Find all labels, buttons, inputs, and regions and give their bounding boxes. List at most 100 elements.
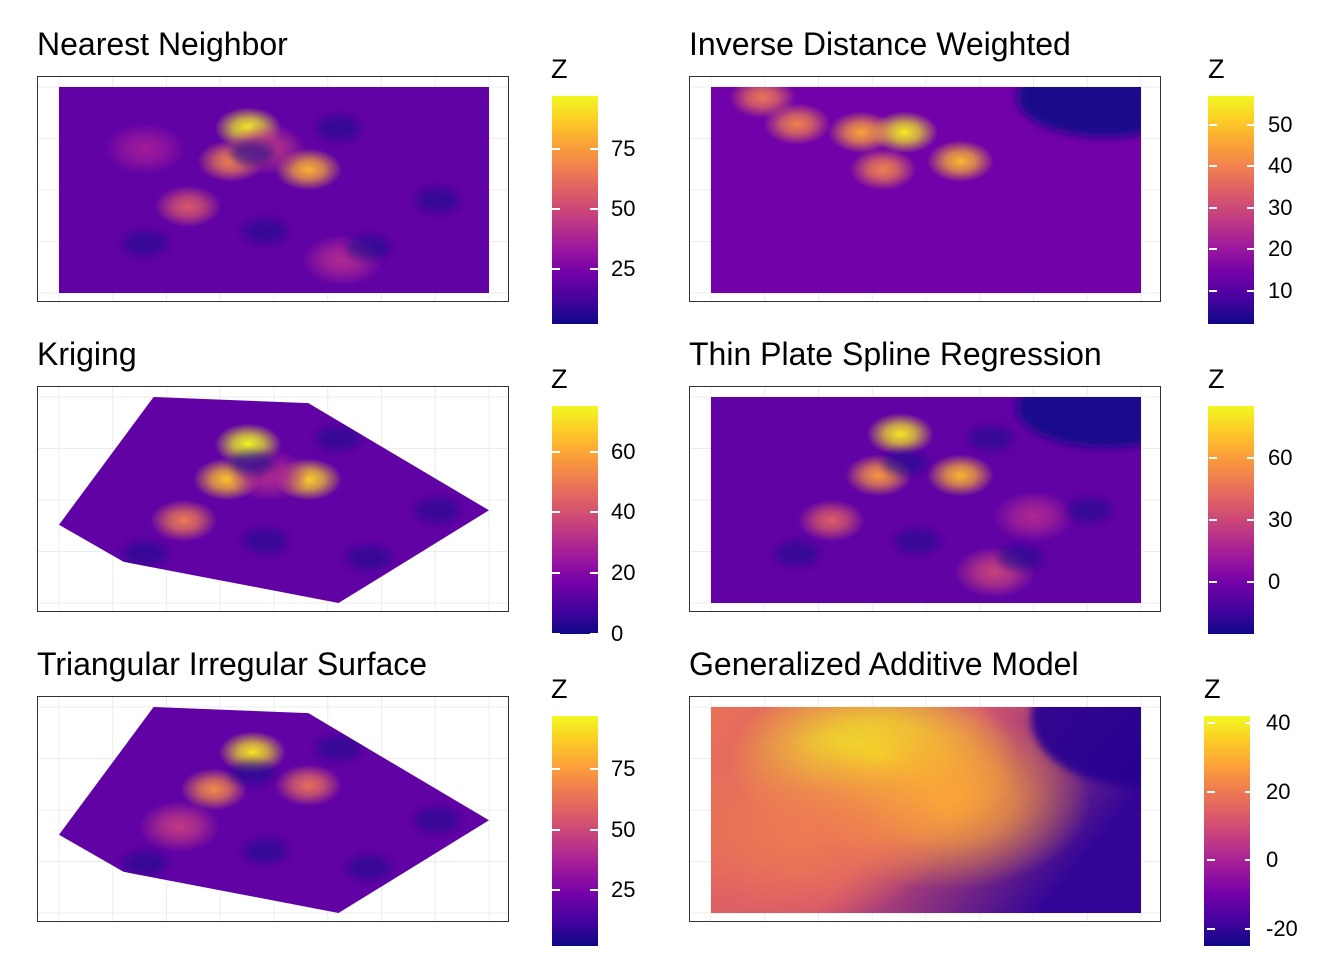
legend-tick-mark <box>1245 859 1253 862</box>
legend-title: Z <box>551 54 568 84</box>
legend-title: Z <box>1208 54 1225 84</box>
heatmap-hotspot <box>711 740 950 913</box>
heatmap-hotspot <box>992 490 1075 542</box>
plot-area <box>37 386 509 612</box>
legend-tick-mark <box>1247 165 1255 168</box>
legend-tick-mark <box>552 828 560 831</box>
colorbar <box>552 406 598 634</box>
chart-title: Thin Plate Spline Regression <box>689 336 1102 372</box>
legend-tick-mark <box>1209 289 1217 292</box>
heatmap-low <box>1016 87 1141 138</box>
heatmap-hotspot <box>138 800 221 852</box>
heatmap-low <box>123 541 167 566</box>
heatmap-low <box>775 541 819 566</box>
heatmap-hotspot <box>154 185 222 228</box>
heatmap-hotspot <box>926 454 994 497</box>
legend-title: Z <box>1204 674 1221 704</box>
heatmap-low <box>882 450 927 475</box>
heatmap-svg <box>38 387 508 611</box>
heatmap-low <box>998 545 1043 570</box>
heatmap-hotspot <box>926 140 994 183</box>
legend-tick-label: 25 <box>611 877 636 903</box>
heatmap-low <box>243 839 288 864</box>
legend-tick-label: 0 <box>1266 847 1279 873</box>
heatmap-svg <box>690 387 1160 611</box>
legend-tick-mark <box>1247 124 1255 127</box>
legend-tick-mark <box>590 450 598 453</box>
heatmap-low <box>123 231 167 256</box>
heatmap-low <box>316 116 361 141</box>
legend-tick-mark <box>552 450 560 453</box>
legend-tick-mark <box>590 889 598 892</box>
plot-area <box>689 386 1161 612</box>
legend-tick-mark <box>1209 124 1217 127</box>
legend-tick-label: 40 <box>1268 153 1293 179</box>
heatmap-low <box>346 855 391 880</box>
legend-tick-mark <box>552 207 560 210</box>
heatmap-hotspot <box>797 499 865 542</box>
legend-tick-mark <box>1207 721 1215 724</box>
heatmap-low <box>968 426 1013 451</box>
legend-tick-mark <box>1245 927 1253 930</box>
legend-tick-label: 75 <box>611 756 636 782</box>
legend-tick-label: 10 <box>1268 277 1293 303</box>
plot-area <box>689 76 1161 302</box>
legend-tick-label: 50 <box>611 816 636 842</box>
plot-area <box>689 696 1161 922</box>
legend-tick-label: 25 <box>611 255 636 281</box>
legend-tick-label: 40 <box>1266 709 1291 735</box>
legend-tick-mark <box>590 768 598 771</box>
legend-tick-label: -20 <box>1266 915 1298 941</box>
legend-tick-mark <box>590 267 598 270</box>
colorbar <box>1208 96 1254 324</box>
legend-title: Z <box>551 674 568 704</box>
legend-tick-mark <box>1209 456 1217 459</box>
legend-tick-mark <box>590 511 598 514</box>
legend-tick-mark <box>590 572 598 575</box>
plot-area <box>37 696 509 922</box>
heatmap-hotspot <box>849 148 917 191</box>
legend-tick-mark <box>1247 519 1255 521</box>
heatmap-low <box>415 188 460 213</box>
legend-tick-label: 0 <box>1268 569 1281 595</box>
legend-tick-mark <box>1245 790 1253 793</box>
legend-tick-mark <box>1247 456 1255 459</box>
legend-title: Z <box>551 364 568 394</box>
legend-tick-mark <box>1209 519 1217 521</box>
heatmap-low <box>415 498 460 523</box>
legend-tick-mark <box>1207 927 1215 930</box>
heatmap-low <box>1031 707 1141 788</box>
colorbar <box>552 716 598 946</box>
chart-title: Triangular Irregular Surface <box>37 646 428 682</box>
chart-title: Generalized Additive Model <box>689 646 1079 682</box>
heatmap-low <box>1016 397 1141 448</box>
heatmap-hotspot <box>729 87 797 119</box>
heatmap-low <box>346 545 391 570</box>
heatmap-hotspot <box>866 413 934 456</box>
legend-tick-label: 20 <box>611 560 636 586</box>
legend-tick-mark <box>1247 206 1255 209</box>
legend-tick-mark <box>552 768 560 771</box>
heatmap-low <box>230 450 275 475</box>
heatmap-low <box>415 808 460 833</box>
legend-tick-label: 0 <box>611 621 624 646</box>
legend-tick-mark <box>552 147 560 150</box>
heatmap-low <box>1067 498 1112 523</box>
legend-tick-mark <box>552 633 560 635</box>
colorbar <box>1204 716 1250 946</box>
legend-tick-mark <box>590 207 598 210</box>
legend-tick-label: 20 <box>1266 778 1291 804</box>
legend-tick-mark <box>1245 721 1253 724</box>
legend-tick-mark <box>1247 289 1255 292</box>
heatmap-hotspot <box>827 111 896 154</box>
heatmap-svg <box>38 697 508 921</box>
legend-tick-label: 60 <box>611 438 636 464</box>
heatmap-svg <box>690 77 1160 301</box>
legend-title: Z <box>1208 364 1225 394</box>
chart-title: Nearest Neighbor <box>37 26 288 62</box>
colorbar <box>552 96 598 324</box>
heatmap-low <box>316 426 361 451</box>
heatmap-low <box>230 140 275 165</box>
heatmap-hotspot <box>180 768 248 811</box>
legend-tick-mark <box>1209 206 1217 209</box>
